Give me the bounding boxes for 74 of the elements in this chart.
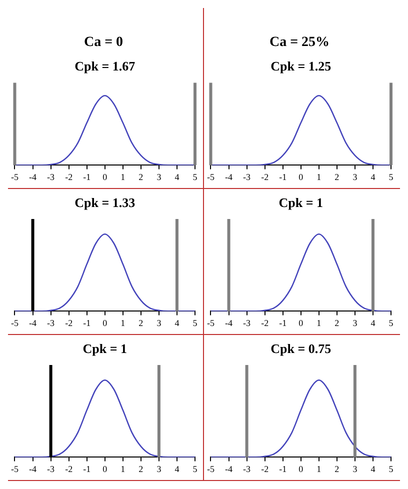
- chart-title: Ca = 25%: [269, 35, 330, 50]
- x-tick-label: 5: [192, 172, 198, 182]
- x-tick-label: -2: [65, 318, 73, 328]
- x-tick-label: -5: [207, 318, 215, 328]
- x-tick-label: -2: [65, 464, 73, 474]
- x-tick-label: -1: [279, 172, 287, 182]
- x-tick-label: -5: [207, 464, 215, 474]
- x-tick-label: -3: [47, 464, 56, 474]
- x-tick-label: 0: [102, 318, 108, 328]
- x-tick-label: 4: [174, 464, 180, 474]
- x-tick-label: 4: [370, 172, 376, 182]
- x-tick-label: 5: [388, 464, 394, 474]
- x-tick-label: 0: [298, 318, 304, 328]
- x-tick-label: 2: [334, 318, 340, 328]
- text: Cpk = 1.67: [74, 58, 136, 74]
- x-tick-label: 3: [156, 172, 162, 182]
- x-tick-label: -1: [83, 464, 91, 474]
- x-tick-label: -2: [261, 172, 269, 182]
- x-tick-label: -2: [65, 172, 73, 182]
- x-tick-label: 3: [352, 172, 358, 182]
- x-tick-label: -5: [11, 172, 19, 182]
- x-tick-label: 3: [156, 318, 162, 328]
- x-tick-label: -1: [83, 172, 91, 182]
- x-tick-label: 0: [298, 172, 304, 182]
- x-tick-label: 1: [120, 318, 126, 328]
- x-tick-label: 2: [334, 172, 340, 182]
- text: Cpk = 1: [82, 340, 128, 356]
- text: Cpk = 1.33: [74, 194, 136, 210]
- x-tick-label: -1: [83, 318, 91, 328]
- x-tick-label: 1: [316, 464, 322, 474]
- x-tick-label: 2: [138, 464, 144, 474]
- x-tick-label: 1: [316, 318, 322, 328]
- x-tick-label: 2: [138, 318, 144, 328]
- x-tick-label: 2: [334, 464, 340, 474]
- x-tick-label: 3: [352, 318, 358, 328]
- x-tick-label: -4: [29, 464, 38, 474]
- x-tick-label: 3: [156, 464, 162, 474]
- x-tick-label: 0: [102, 172, 108, 182]
- text: Cpk = 1: [278, 194, 324, 210]
- chart-title: Ca = 0: [84, 35, 124, 50]
- x-tick-label: -4: [225, 172, 234, 182]
- x-tick-label: 5: [388, 172, 394, 182]
- x-tick-label: 4: [174, 318, 180, 328]
- x-tick-label: 0: [298, 464, 304, 474]
- x-tick-label: -3: [47, 318, 56, 328]
- x-tick-label: -2: [261, 318, 269, 328]
- x-tick-label: -4: [29, 318, 38, 328]
- x-tick-label: 4: [370, 318, 376, 328]
- text: Cpk = 0.75: [270, 340, 332, 356]
- x-tick-label: -5: [11, 318, 19, 328]
- x-tick-label: -5: [207, 172, 215, 182]
- x-tick-label: -3: [243, 318, 252, 328]
- x-tick-label: -4: [225, 464, 234, 474]
- x-tick-label: -1: [279, 318, 287, 328]
- x-tick-label: -4: [29, 172, 38, 182]
- x-tick-label: 1: [316, 172, 322, 182]
- x-tick-label: -2: [261, 464, 269, 474]
- x-tick-label: 1: [120, 464, 126, 474]
- x-tick-label: 1: [120, 172, 126, 182]
- x-tick-label: -3: [243, 464, 252, 474]
- x-tick-label: -3: [47, 172, 56, 182]
- x-tick-label: 5: [192, 464, 198, 474]
- x-tick-label: 2: [138, 172, 144, 182]
- x-tick-label: 5: [192, 318, 198, 328]
- x-tick-label: -1: [279, 464, 287, 474]
- x-tick-label: -5: [11, 464, 19, 474]
- text: Cpk = 1.25: [270, 58, 332, 74]
- x-tick-label: 5: [388, 318, 394, 328]
- x-tick-label: 0: [102, 464, 108, 474]
- x-tick-label: 3: [352, 464, 358, 474]
- x-tick-label: -3: [243, 172, 252, 182]
- x-tick-label: -4: [225, 318, 234, 328]
- x-tick-label: 4: [370, 464, 376, 474]
- x-tick-label: 4: [174, 172, 180, 182]
